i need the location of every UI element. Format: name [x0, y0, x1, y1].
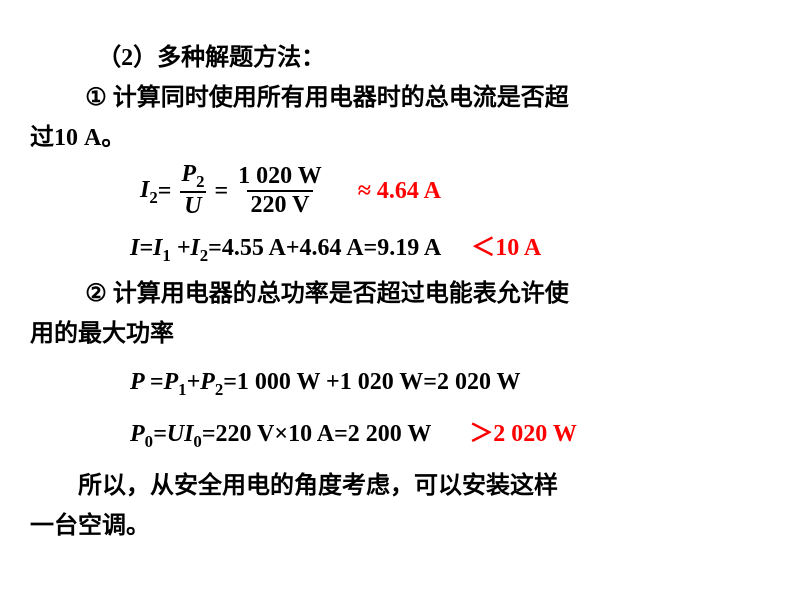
circled-2: ② [85, 281, 107, 307]
formula-total-p: P =P1+P2=1 000 W +1 020 W=2 020 W [30, 364, 764, 402]
i2-approx: ≈ 4.64 A [358, 173, 441, 209]
method2-text1: 计算用电器的总功率是否超过电能表允许使 [113, 281, 569, 307]
compare-2020w: ＞2 020 W [469, 421, 577, 447]
i2-frac2: 1 020 W 220 V [234, 164, 326, 218]
i2-lhs: I2 [140, 172, 158, 210]
method2-intro: ② 计算用电器的总功率是否超过电能表允许使 [30, 276, 764, 312]
formula-total-i: I=I1 +I2=4.55 A+4.64 A=9.19 A ＜10 A [30, 230, 764, 268]
i2-frac1: P2 U [177, 162, 208, 220]
formula-p0: P0=UI0=220 V×10 A=2 200 W ＞2 020 W [30, 416, 764, 454]
i2-eq2: = [214, 173, 228, 209]
conclusion-line1: 所以，从安全用电的角度考虑，可以安装这样 [30, 468, 764, 504]
document-body: （2）多种解题方法： ① 计算同时使用所有用电器时的总电流是否超 过10 A。 … [30, 40, 764, 544]
formula-i2: I2 = P2 U = 1 020 W 220 V ≈ 4.64 A [30, 162, 764, 220]
method1-intro-cont: 过10 A。 [30, 120, 764, 156]
method1-text1: 计算同时使用所有用电器时的总电流是否超 [113, 85, 569, 111]
section-heading: （2）多种解题方法： [30, 40, 764, 76]
compare-10a: ＜10 A [471, 235, 541, 261]
i2-eq1: = [158, 173, 172, 209]
method1-intro: ① 计算同时使用所有用电器时的总电流是否超 [30, 80, 764, 116]
conclusion-line2: 一台空调。 [30, 508, 764, 544]
circled-1: ① [85, 85, 107, 111]
method2-intro-cont: 用的最大功率 [30, 316, 764, 352]
